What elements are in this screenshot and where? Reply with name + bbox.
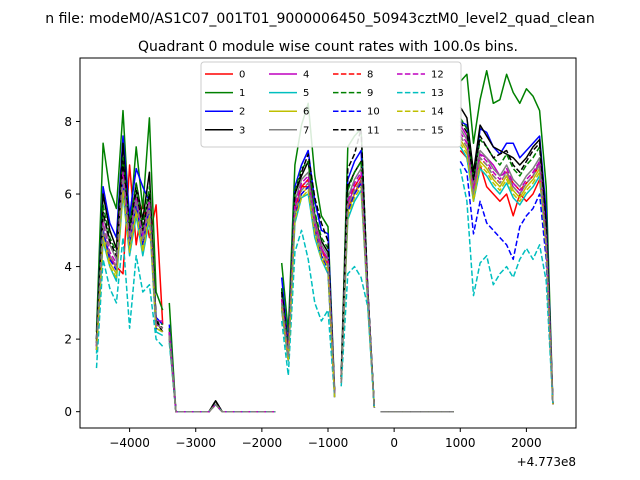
legend-item-4: 4	[269, 70, 309, 81]
legend-label: 0	[239, 70, 245, 81]
series-4-segment-1	[168, 328, 276, 413]
legend-item-13: 13	[397, 88, 444, 99]
series-1-segment-1	[168, 302, 276, 413]
series-13-segment-1	[168, 342, 276, 413]
series-13	[95, 168, 554, 413]
legend-label: 9	[367, 88, 373, 99]
legend-label: 2	[239, 107, 245, 118]
series-8-segment-1	[168, 335, 276, 413]
legend-item-8: 8	[333, 70, 373, 81]
legend-label: 4	[303, 70, 309, 81]
legend-label: 5	[303, 88, 309, 99]
legend-label: 10	[367, 107, 380, 118]
series-12-segment-0	[95, 171, 164, 347]
y-tick-label: 0	[64, 405, 72, 419]
series-4	[95, 124, 554, 413]
series-2-segment-1	[168, 324, 276, 413]
series-9-segment-3	[340, 160, 376, 409]
legend-item-10: 10	[333, 107, 380, 118]
series-13-segment-2	[280, 229, 336, 398]
series-15-segment-5	[459, 135, 554, 405]
legend-label: 12	[431, 70, 444, 81]
series-3-segment-5	[459, 106, 554, 405]
series-14-segment-5	[459, 142, 554, 405]
legend-item-11: 11	[333, 125, 380, 136]
series-1-segment-5	[459, 69, 554, 405]
legend-item-9: 9	[333, 88, 373, 99]
chart-title: Quadrant 0 module wise count rates with …	[138, 39, 518, 55]
legend-label: 1	[239, 88, 245, 99]
x-tick-label: −3000	[175, 436, 216, 450]
series-10-segment-5	[459, 161, 554, 405]
series-15-segment-0	[95, 178, 164, 347]
series-0-segment-1	[168, 339, 276, 413]
legend-item-3: 3	[205, 125, 245, 136]
x-tick-label: −2000	[242, 436, 283, 450]
y-axis: 0 2 4 6 8	[64, 115, 80, 419]
series-5-segment-1	[168, 339, 276, 413]
series-10-segment-1	[168, 335, 276, 413]
series-12-segment-1	[168, 331, 276, 413]
x-tick-label: 1000	[445, 436, 476, 450]
legend-label: 7	[303, 125, 309, 136]
series-11-segment-5	[459, 121, 554, 405]
series-5	[95, 146, 554, 413]
x-tick-label: −4000	[109, 436, 150, 450]
legend-item-0: 0	[205, 70, 245, 81]
legend-label: 15	[431, 125, 444, 136]
series-15-segment-1	[168, 335, 276, 413]
series-15-segment-2	[280, 182, 336, 394]
series-15-segment-3	[340, 178, 376, 409]
x-tick-label: 0	[390, 436, 398, 450]
legend-item-6: 6	[269, 107, 309, 118]
y-tick-label: 6	[64, 188, 72, 202]
series-10	[95, 161, 554, 413]
series-11-segment-1	[168, 331, 276, 413]
y-tick-label: 2	[64, 333, 72, 347]
legend-label: 14	[431, 107, 444, 118]
legend-label: 11	[367, 125, 380, 136]
legend-item-7: 7	[269, 125, 309, 136]
x-axis-offset-label: +4.773e8	[517, 455, 576, 469]
x-axis: −4000 −3000 −2000 −1000 0 1000 2000	[109, 428, 542, 450]
y-tick-label: 4	[64, 260, 72, 274]
series-14	[95, 142, 554, 413]
series-3-segment-1	[168, 331, 276, 413]
y-tick-label: 8	[64, 115, 72, 129]
legend-item-1: 1	[205, 88, 245, 99]
legend-label: 13	[431, 88, 444, 99]
series-0	[95, 149, 554, 413]
legend-item-12: 12	[397, 70, 444, 81]
series-6-segment-1	[168, 335, 276, 413]
series-7	[95, 128, 554, 413]
series-7-segment-1	[168, 331, 276, 413]
legend-item-15: 15	[397, 125, 444, 136]
legend-item-5: 5	[269, 88, 309, 99]
legend-label: 6	[303, 107, 309, 118]
legend-frame	[200, 61, 462, 148]
series-13-segment-0	[95, 236, 164, 369]
legend-item-14: 14	[397, 107, 444, 118]
x-tick-label: 2000	[511, 436, 542, 450]
x-tick-label: −1000	[308, 436, 349, 450]
legend-label: 8	[367, 70, 373, 81]
legend-label: 3	[239, 125, 245, 136]
series-9-segment-5	[459, 117, 554, 405]
legend-item-2: 2	[205, 107, 245, 118]
figure-suptitle: n file: modeM0/AS1C07_001T01_9000006450_…	[45, 11, 594, 27]
series-15	[95, 135, 554, 413]
series-layer	[95, 69, 554, 413]
series-9-segment-1	[168, 328, 276, 413]
series-14-segment-1	[168, 335, 276, 413]
series-13-segment-5	[459, 168, 554, 405]
